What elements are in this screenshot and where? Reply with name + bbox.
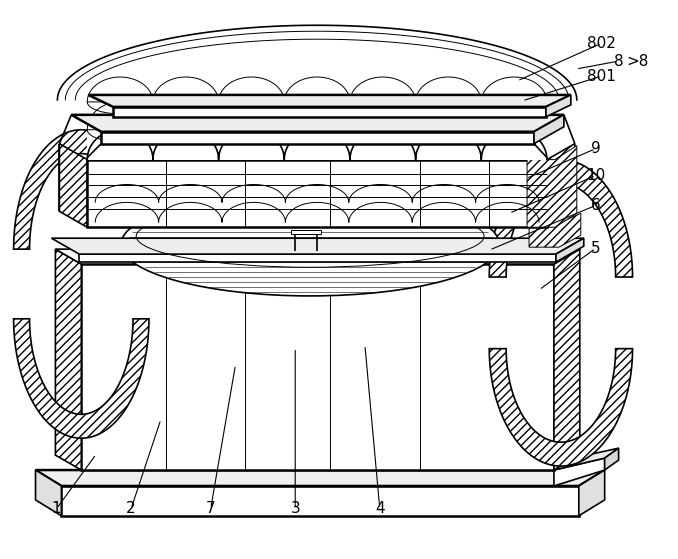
Text: 5: 5: [591, 241, 601, 255]
Polygon shape: [554, 249, 580, 470]
Polygon shape: [292, 230, 321, 234]
Text: 7: 7: [206, 501, 216, 517]
Polygon shape: [490, 160, 633, 277]
Polygon shape: [546, 95, 571, 117]
Text: 4: 4: [375, 501, 384, 517]
Polygon shape: [527, 146, 577, 228]
Polygon shape: [56, 249, 81, 470]
Polygon shape: [14, 130, 149, 249]
Polygon shape: [81, 264, 554, 470]
Text: 3: 3: [290, 501, 300, 517]
Ellipse shape: [121, 192, 499, 296]
Polygon shape: [52, 238, 584, 254]
Polygon shape: [556, 238, 584, 262]
Polygon shape: [490, 349, 633, 466]
Text: 9: 9: [591, 141, 601, 156]
Polygon shape: [529, 214, 581, 247]
Text: 10: 10: [586, 168, 605, 183]
Polygon shape: [71, 115, 564, 132]
Polygon shape: [14, 319, 149, 438]
Polygon shape: [534, 115, 564, 144]
Polygon shape: [35, 470, 605, 486]
Polygon shape: [79, 254, 556, 262]
Polygon shape: [56, 249, 580, 264]
Polygon shape: [547, 144, 575, 228]
Text: 2: 2: [126, 501, 136, 517]
Text: >8: >8: [626, 54, 649, 69]
Polygon shape: [35, 470, 62, 516]
Text: 1: 1: [52, 501, 61, 517]
Polygon shape: [87, 160, 547, 228]
Polygon shape: [87, 80, 547, 160]
Polygon shape: [554, 458, 605, 486]
Polygon shape: [101, 132, 534, 144]
Text: 8: 8: [614, 54, 623, 69]
Polygon shape: [605, 448, 618, 470]
Polygon shape: [579, 470, 605, 516]
Polygon shape: [113, 107, 546, 117]
Polygon shape: [554, 448, 618, 470]
Polygon shape: [60, 144, 87, 228]
Text: 6: 6: [591, 198, 601, 213]
Text: 802: 802: [587, 36, 616, 51]
Polygon shape: [62, 486, 579, 516]
Polygon shape: [88, 95, 571, 107]
Text: 801: 801: [587, 69, 616, 83]
